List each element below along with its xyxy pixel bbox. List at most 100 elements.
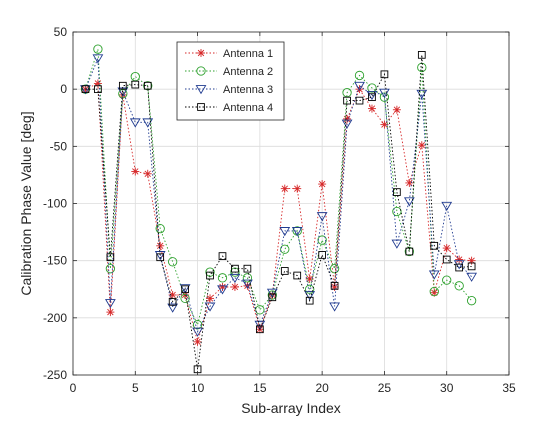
data-point: [143, 169, 152, 178]
y-tick-label: -100: [43, 197, 67, 211]
series-line: [85, 58, 472, 333]
series-1: [81, 79, 476, 346]
data-point: [403, 197, 415, 207]
data-point: [267, 290, 277, 300]
legend-label: Antenna 4: [223, 102, 273, 114]
data-point: [279, 227, 291, 237]
x-axis-label: Sub-array Index: [241, 400, 341, 416]
data-point: [266, 288, 278, 298]
data-point: [155, 224, 165, 234]
data-point: [129, 118, 141, 128]
data-point: [254, 320, 266, 330]
data-point: [206, 294, 215, 303]
data-point: [217, 273, 228, 283]
data-point: [230, 282, 239, 291]
y-tick-label: -50: [50, 139, 68, 153]
y-axis-label: Calibration Phase Value [deg]: [18, 111, 34, 295]
legend-label: Antenna 3: [223, 84, 273, 96]
data-point: [92, 54, 104, 64]
data-point: [318, 180, 327, 189]
data-point: [466, 272, 478, 282]
x-tick-label: 0: [70, 381, 77, 395]
data-point: [217, 285, 228, 295]
data-point: [343, 114, 352, 123]
legend-marker: [196, 66, 206, 76]
data-point: [354, 81, 365, 91]
data-point: [291, 227, 303, 237]
data-point: [180, 293, 190, 304]
y-tick-label: -150: [43, 254, 67, 268]
data-point: [429, 286, 439, 297]
data-point: [280, 244, 290, 254]
data-point: [206, 271, 214, 280]
data-point: [93, 44, 103, 54]
data-point: [167, 303, 179, 313]
data-point: [393, 188, 401, 196]
legend-item: Antenna 2: [185, 66, 273, 78]
y-tick-label: -200: [43, 311, 67, 325]
data-point: [293, 271, 302, 280]
data-point: [106, 253, 115, 262]
data-point: [131, 167, 140, 176]
x-tick-label: 15: [253, 381, 267, 395]
data-point: [442, 244, 451, 253]
data-point: [242, 273, 253, 283]
data-point: [256, 325, 264, 334]
legend-item: Antenna 4: [185, 102, 273, 114]
data-point: [316, 212, 328, 222]
data-point: [255, 305, 265, 315]
data-point: [94, 85, 102, 94]
y-tick-label: 50: [54, 25, 68, 39]
data-point: [417, 51, 426, 59]
data-point: [131, 80, 140, 89]
data-point: [404, 246, 414, 257]
legend-label: Antenna 2: [223, 66, 273, 78]
y-tick-label: 0: [60, 82, 67, 96]
data-point: [243, 264, 252, 273]
legend-marker: [197, 103, 205, 111]
data-point: [305, 296, 314, 305]
series-line: [85, 82, 472, 344]
data-point: [280, 267, 289, 275]
legend-box: [176, 41, 285, 121]
data-point: [229, 273, 241, 284]
data-point: [329, 264, 340, 274]
y-tick-label: -250: [43, 368, 67, 382]
data-point: [93, 79, 102, 88]
series-4: [81, 51, 476, 374]
data-point: [142, 118, 154, 128]
data-point: [104, 299, 116, 309]
data-point: [179, 284, 191, 294]
data-point: [156, 241, 165, 250]
data-point: [355, 85, 364, 94]
legend-marker: [195, 85, 207, 95]
data-point: [268, 293, 277, 302]
data-point: [341, 119, 353, 129]
data-point: [367, 83, 377, 93]
data-point: [405, 247, 414, 256]
data-point: [366, 90, 378, 101]
data-point: [305, 284, 315, 294]
data-point: [466, 296, 477, 306]
data-point: [442, 275, 452, 285]
data-point: [330, 281, 339, 290]
x-tick-label: 5: [132, 381, 139, 395]
series-layer: [80, 44, 478, 374]
data-point: [318, 251, 326, 259]
data-point: [380, 70, 389, 79]
data-point: [156, 253, 165, 262]
series-line: [85, 54, 472, 370]
data-point: [105, 264, 116, 274]
data-point: [354, 70, 365, 81]
data-point: [193, 337, 202, 346]
data-point: [467, 262, 476, 271]
data-point: [441, 201, 453, 212]
data-point: [455, 255, 464, 264]
x-tick-label: 30: [440, 381, 454, 395]
legend-label: Antenna 1: [223, 48, 273, 60]
x-tick-label: 10: [191, 381, 205, 395]
data-point: [430, 241, 439, 250]
data-point: [392, 105, 401, 114]
series-line: [85, 49, 472, 327]
